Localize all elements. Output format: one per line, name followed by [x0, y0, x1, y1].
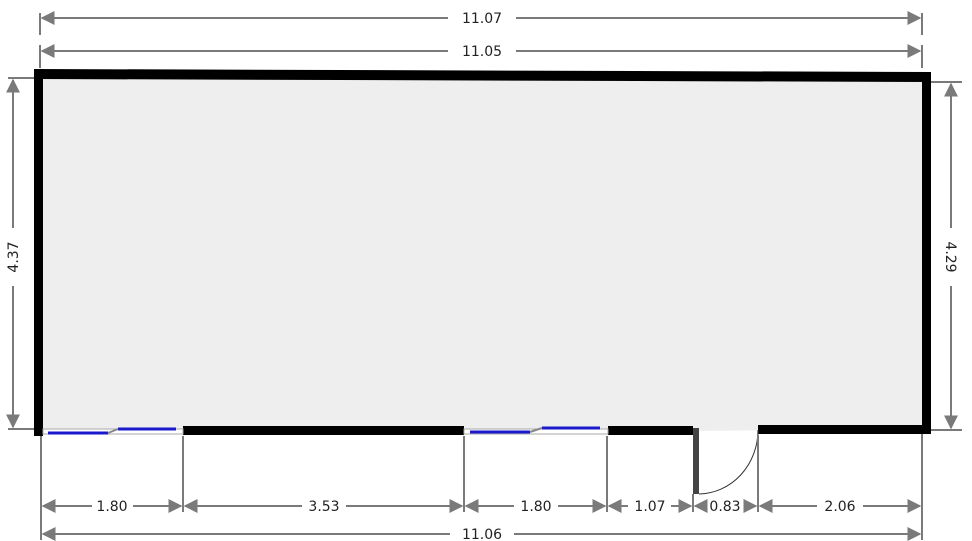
left-wall	[34, 69, 43, 436]
dimension-label: 11.06	[462, 527, 502, 541]
dimension-bottom-segment: 2.06	[758, 499, 922, 515]
door	[693, 428, 759, 495]
window	[463, 426, 609, 435]
bottom-wall-segment	[608, 426, 693, 435]
bottom-wall-segment	[183, 426, 464, 435]
dimension-label: 4.37	[6, 241, 22, 272]
dimension-label: 1.80	[520, 499, 551, 515]
bottom-wall-segment	[758, 425, 931, 434]
dimension-label: 0.83	[709, 499, 740, 515]
dimension-label: 1.07	[634, 499, 665, 515]
dimension-label: 4.29	[942, 241, 958, 272]
walls	[34, 69, 931, 436]
dimension-label: 2.06	[824, 499, 855, 515]
extension-lines	[40, 434, 923, 540]
dimension-bottom-segment: 1.80	[464, 499, 607, 515]
top-wall	[34, 69, 931, 82]
dimension-label: 1.80	[96, 499, 127, 515]
dimension-bottom-total: 11.06	[41, 527, 922, 541]
dimension-bottom-segment: 0.83	[693, 499, 758, 515]
dimension-bottom-segment: 1.80	[41, 499, 183, 515]
dimension-right: 4.29	[931, 81, 962, 431]
dimension-top-outer: 11.07	[39, 11, 923, 35]
window	[42, 427, 184, 435]
dimension-label: 3.53	[308, 499, 339, 515]
dimension-top-inner: 11.05	[39, 44, 923, 68]
right-wall	[922, 72, 931, 434]
room-floor	[40, 75, 925, 433]
dimension-label: 11.07	[462, 11, 502, 27]
dimension-label: 11.05	[462, 44, 502, 60]
dimension-left: 4.37	[6, 77, 34, 430]
dimension-bottom-segment: 3.53	[183, 499, 464, 515]
dimension-bottom-segment: 1.07	[607, 499, 693, 515]
